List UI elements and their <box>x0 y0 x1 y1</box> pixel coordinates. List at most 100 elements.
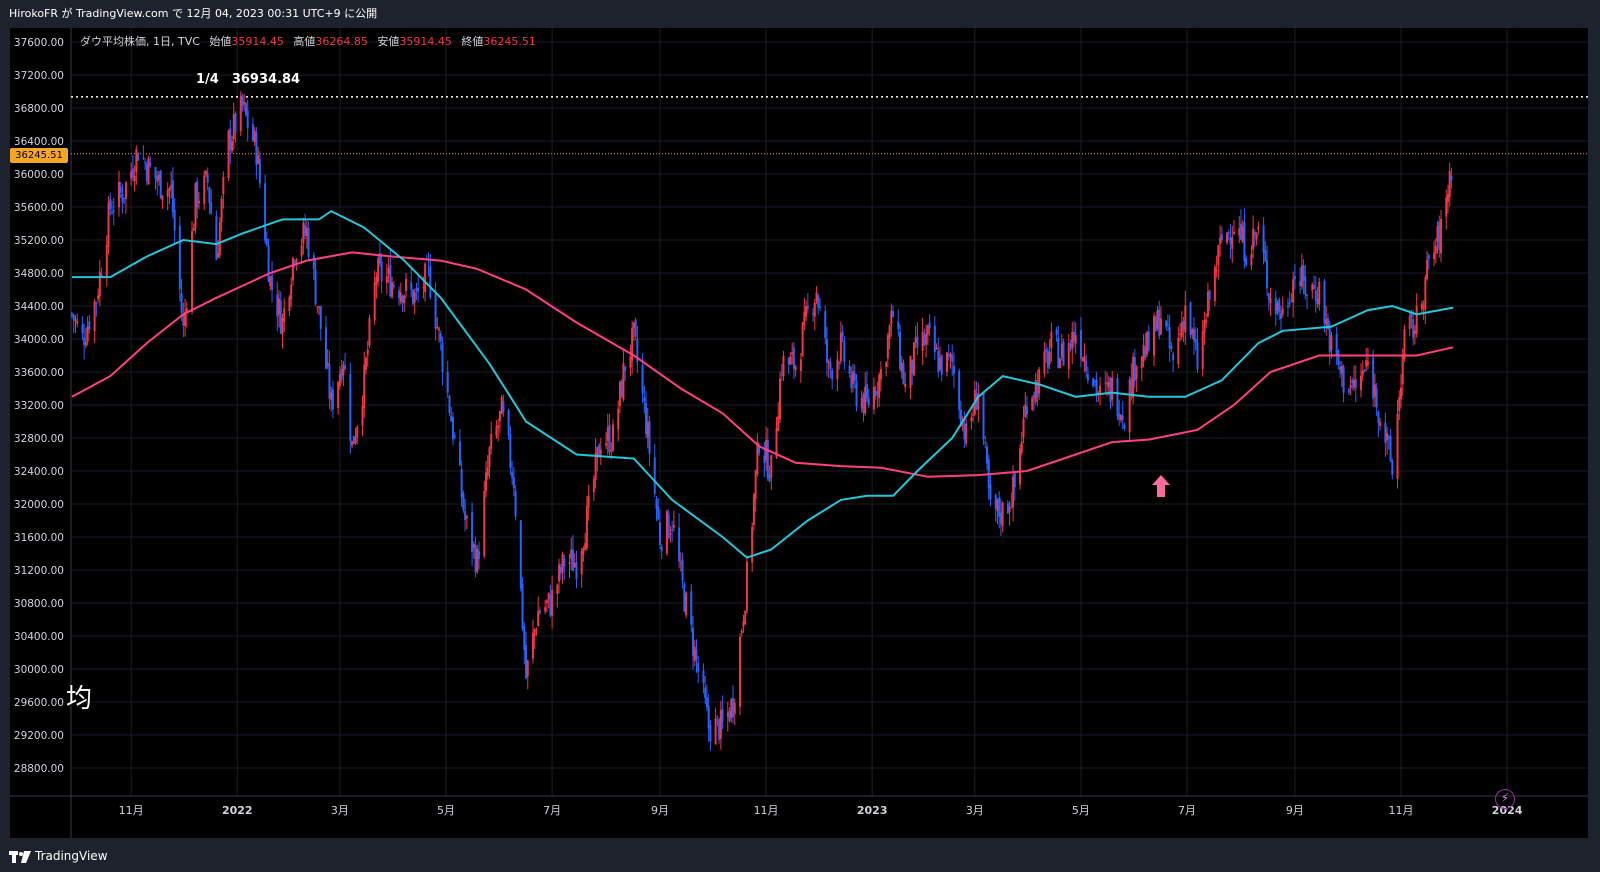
y-tick-label: 35200.00 <box>14 235 64 247</box>
candle-body <box>220 198 223 223</box>
candle-body <box>1092 378 1095 387</box>
candle-body <box>305 227 308 237</box>
candle-body <box>852 371 855 384</box>
candle-body <box>892 311 895 318</box>
candle-body <box>373 282 376 321</box>
candle-body <box>1448 171 1451 197</box>
candle-body <box>389 264 392 297</box>
candle-body <box>563 558 566 568</box>
candle-body <box>1424 277 1427 310</box>
candle-body <box>585 505 588 548</box>
candle-body <box>1010 506 1013 509</box>
candle-body <box>307 227 310 258</box>
candle-body <box>879 369 882 380</box>
candle-body <box>1208 290 1211 300</box>
candle-body <box>500 396 503 415</box>
candle-body <box>792 347 795 369</box>
candle-body <box>886 335 889 359</box>
candle-body <box>714 718 717 745</box>
candle-body <box>1203 319 1206 333</box>
x-tick-label: 5月 <box>437 804 455 817</box>
candle-body <box>704 687 707 699</box>
candle-body <box>533 629 536 637</box>
candle-body <box>1062 341 1065 366</box>
candle-body <box>318 306 321 308</box>
candle-body <box>538 610 541 613</box>
candle-body <box>502 401 505 413</box>
candle-body <box>1111 378 1114 400</box>
candle-body <box>1379 422 1382 426</box>
candle-body <box>227 130 230 178</box>
candle-body <box>191 230 194 312</box>
candle-body <box>1019 448 1022 485</box>
candle-body <box>83 337 86 346</box>
candle-body <box>838 362 841 364</box>
candle-body <box>1024 404 1027 418</box>
candle-body <box>1194 338 1197 343</box>
y-tick-label: 33200.00 <box>14 400 64 412</box>
candle-body <box>547 592 550 600</box>
candle-body <box>751 526 754 563</box>
candle-body <box>1196 342 1199 370</box>
candle-body <box>1255 234 1258 240</box>
candle-body <box>1314 290 1317 301</box>
candle-body <box>824 311 827 338</box>
candle-body <box>1292 278 1295 303</box>
candle-body <box>1140 356 1143 369</box>
candle-body <box>636 338 639 363</box>
candle-body <box>1436 225 1439 242</box>
candle-body <box>1219 237 1222 245</box>
candle-body <box>1147 331 1150 351</box>
candle-body <box>288 296 291 312</box>
candle-body <box>782 355 785 377</box>
candle-body <box>97 295 100 300</box>
candle-body <box>401 296 404 304</box>
candle-body <box>356 426 359 438</box>
candle-body <box>671 529 674 531</box>
candle-body <box>787 357 790 365</box>
candle-body <box>258 158 261 184</box>
candle-body <box>1335 333 1338 356</box>
x-tick-label: 3月 <box>966 804 984 817</box>
candle-body <box>180 293 183 313</box>
candle-body <box>645 402 648 435</box>
candle-body <box>278 298 281 314</box>
y-tick-label: 36400.00 <box>14 136 64 148</box>
candle-body <box>1353 379 1356 388</box>
price-chart[interactable]: 37600.00 37200.00 36800.00 36400.00 36000.00… <box>10 28 1588 838</box>
y-tick-label: 29200.00 <box>14 730 64 742</box>
candle-body <box>672 524 675 528</box>
candle-body <box>1243 222 1246 262</box>
candle-body <box>900 362 903 372</box>
candle-body <box>375 276 378 285</box>
candle-body <box>888 325 891 340</box>
candle-body <box>450 415 453 422</box>
candle-body <box>702 670 705 683</box>
candle-body <box>653 457 656 494</box>
candle-body <box>1205 319 1208 323</box>
y-tick-label: 30400.00 <box>14 631 64 643</box>
candle-body <box>952 365 955 374</box>
candle-body <box>1071 331 1074 350</box>
y-tick-label: 35600.00 <box>14 202 64 214</box>
candle-body <box>733 703 736 714</box>
candle-body <box>817 295 820 308</box>
chart-area[interactable]: 37600.00 37200.00 36800.00 36400.00 36000.00… <box>10 28 1588 838</box>
candle-body <box>1217 245 1220 266</box>
candle-body <box>1050 331 1053 349</box>
candle-body <box>194 182 197 228</box>
candle-body <box>161 195 164 201</box>
lightning-icon[interactable]: ⚡ <box>1495 789 1515 809</box>
candle-body <box>587 495 590 508</box>
candle-body <box>1206 291 1209 317</box>
candle-body <box>789 356 792 365</box>
candle-body <box>965 423 968 444</box>
candle-body <box>1349 385 1352 389</box>
candle-body <box>1396 413 1399 479</box>
candle-body <box>599 449 602 455</box>
candle-body <box>1026 406 1029 415</box>
candle-body <box>133 176 136 182</box>
candle-body <box>88 321 91 330</box>
candle-body <box>624 366 627 371</box>
candle-body <box>1413 330 1416 334</box>
